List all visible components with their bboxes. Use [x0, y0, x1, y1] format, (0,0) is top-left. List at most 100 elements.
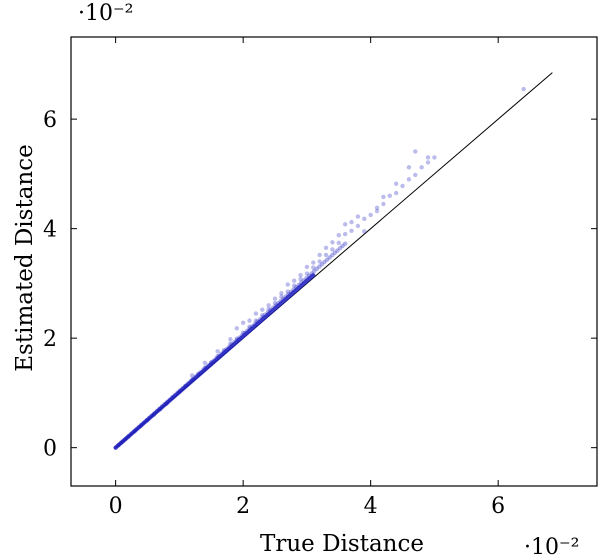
data-point — [374, 205, 380, 211]
data-point — [253, 311, 259, 316]
dense-point — [283, 294, 289, 299]
data-point — [138, 423, 144, 428]
dense-point — [273, 303, 278, 308]
data-point — [234, 336, 239, 341]
data-point — [170, 395, 176, 400]
dense-point — [159, 404, 165, 409]
data-point — [432, 155, 437, 160]
dense-point — [250, 323, 255, 329]
data-point — [260, 307, 265, 312]
dense-point — [121, 438, 126, 443]
dense-point — [306, 273, 312, 278]
dense-point — [239, 333, 245, 338]
data-point — [215, 354, 220, 359]
data-point — [164, 401, 169, 407]
dense-point — [219, 351, 224, 356]
data-point — [272, 296, 278, 301]
data-point — [400, 183, 405, 189]
data-point — [330, 247, 335, 252]
y-tick-label: 2 — [43, 327, 57, 352]
dense-point — [244, 328, 250, 333]
dense-point — [234, 337, 240, 343]
dense-point — [123, 436, 129, 441]
dense-point — [175, 390, 180, 395]
dense-point — [342, 241, 348, 246]
data-point — [304, 271, 310, 276]
dense-point — [296, 282, 301, 288]
data-point — [298, 276, 303, 282]
data-point — [323, 252, 329, 258]
data-point — [177, 389, 182, 395]
dense-point — [128, 431, 134, 437]
dense-point — [154, 408, 160, 414]
data-point — [521, 86, 526, 92]
dense-point — [335, 248, 340, 253]
data-point — [413, 172, 418, 178]
data-point — [311, 265, 316, 270]
dense-point — [149, 413, 154, 418]
dense-point — [312, 268, 317, 274]
data-point — [240, 320, 246, 326]
dense-point — [221, 349, 227, 354]
dense-point — [319, 262, 325, 267]
dense-point — [211, 358, 216, 363]
data-point — [183, 383, 188, 388]
dense-point — [165, 399, 170, 405]
dense-point — [291, 287, 296, 292]
ticks-layer: 0 2 4 6 0 2 4 6 — [43, 37, 597, 519]
dense-point — [304, 275, 309, 281]
data-point — [285, 289, 290, 294]
dense-point — [257, 317, 263, 322]
dense-point — [188, 378, 193, 384]
data-point — [240, 330, 246, 335]
data-point — [349, 219, 354, 225]
data-point — [145, 418, 150, 423]
dense-point — [247, 326, 252, 331]
data-point — [342, 222, 348, 227]
dense-point — [293, 285, 299, 290]
data-point — [406, 177, 412, 182]
dense-point — [198, 369, 203, 375]
data-point — [381, 194, 386, 200]
dense-point — [260, 314, 265, 320]
dense-point — [118, 440, 123, 446]
data-point — [266, 303, 271, 308]
data-point — [196, 371, 201, 376]
dense-point — [139, 422, 144, 427]
dense-point — [229, 342, 234, 347]
dense-point — [340, 243, 345, 249]
data-point — [419, 165, 424, 170]
data-point — [209, 360, 214, 365]
dense-point — [126, 434, 131, 439]
dense-point — [183, 383, 188, 388]
data-point — [247, 324, 252, 329]
dense-point — [301, 278, 307, 283]
dense-point — [327, 255, 332, 260]
points-layer — [116, 86, 526, 448]
data-point — [362, 216, 367, 221]
dense-point — [322, 259, 327, 265]
data-point — [189, 377, 195, 382]
data-point — [355, 214, 361, 219]
data-point — [285, 282, 290, 287]
dense-point — [232, 340, 237, 345]
dense-point — [177, 388, 183, 393]
dense-point — [113, 445, 118, 450]
data-point — [304, 264, 310, 270]
dense-point — [201, 367, 206, 372]
dense-point — [255, 319, 260, 324]
plot-frame — [70, 36, 598, 487]
data-point — [279, 294, 284, 299]
dense-point — [337, 246, 343, 251]
data-point — [202, 360, 208, 365]
y-tick-label: 0 — [43, 437, 57, 462]
dense-point — [330, 252, 335, 258]
dense-point — [317, 264, 322, 269]
dense-point — [281, 296, 286, 301]
dense-point — [136, 424, 142, 430]
dense-point — [324, 257, 330, 262]
dense-point — [170, 395, 175, 400]
dense-point — [131, 429, 136, 434]
dense-point — [309, 271, 314, 276]
